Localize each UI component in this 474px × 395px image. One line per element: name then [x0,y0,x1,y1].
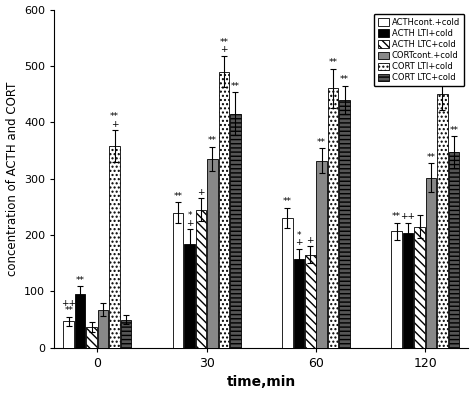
Text: **: ** [231,82,240,91]
Bar [75,294,85,348]
Bar [449,152,459,348]
Bar [305,255,316,348]
Text: **: ** [173,192,182,201]
Bar [230,114,241,348]
Bar [109,146,120,348]
X-axis label: time,min: time,min [227,375,296,389]
Text: ++: ++ [401,212,416,221]
Text: **: ** [317,137,326,147]
Bar [403,233,413,348]
Text: **: ** [208,136,217,145]
Bar [219,71,229,348]
Bar [64,322,74,348]
Text: **: ** [283,198,292,206]
Bar [317,161,327,348]
Text: +: + [307,236,314,245]
Bar [86,327,97,348]
Text: **: ** [392,212,401,221]
Text: **: ** [449,126,458,135]
Bar [426,178,436,348]
Bar [282,218,292,348]
Text: **: ** [328,58,337,67]
Text: **: ** [110,112,119,121]
Bar [437,94,448,348]
Bar [414,227,425,348]
Bar [98,310,109,348]
Text: **: ** [438,60,447,70]
Bar [196,210,206,348]
Text: +: + [111,120,118,128]
Text: **: ** [219,38,228,47]
Text: ++: ++ [61,299,76,308]
Bar [121,320,131,348]
Text: +: + [186,219,193,228]
Text: +: + [439,68,446,77]
Bar [173,213,183,348]
Text: *: * [187,211,192,220]
Text: *: * [297,231,301,240]
Y-axis label: concentration of ACTH and CORT: concentration of ACTH and CORT [6,81,18,276]
Bar [207,159,218,348]
Text: +: + [220,45,228,54]
Legend: ACTHcont.+cold, ACTH LTI+cold, ACTH LTC+cold, CORTcont.+cold, CORT LTI+cold, COR: ACTHcont.+cold, ACTH LTI+cold, ACTH LTC+… [374,14,464,87]
Bar [293,260,304,348]
Text: **: ** [64,306,73,315]
Text: +: + [295,239,302,248]
Bar [392,231,402,348]
Bar [339,100,350,348]
Text: **: ** [340,75,349,84]
Text: **: ** [427,153,436,162]
Text: +: + [197,188,205,197]
Bar [328,88,338,348]
Text: **: ** [76,276,85,285]
Bar [184,244,195,348]
